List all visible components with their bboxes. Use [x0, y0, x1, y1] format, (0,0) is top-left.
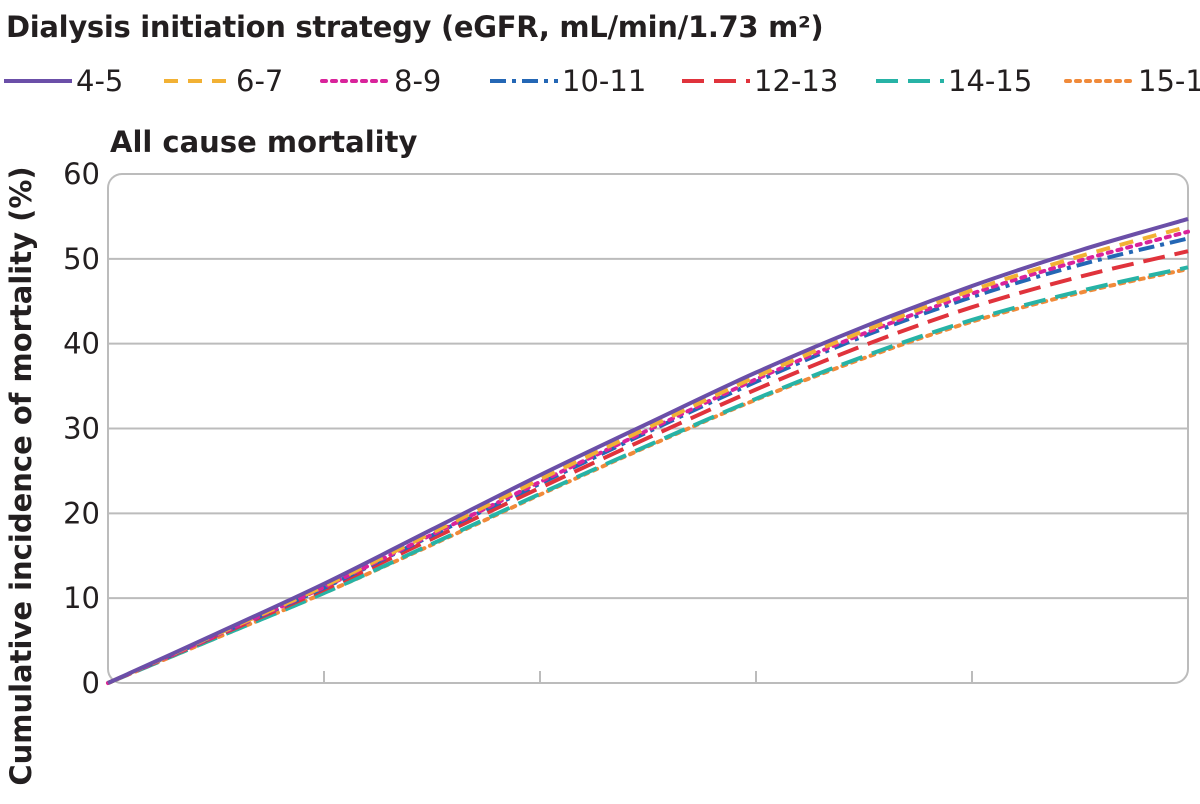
series-line-14-15: [107, 265, 1189, 685]
panel-title: All cause mortality: [110, 125, 417, 159]
y-axis-label: Cumulative incidence of mortality (%): [4, 166, 38, 785]
y-tick-label: 10: [63, 581, 100, 615]
y-tick-label: 0: [82, 666, 100, 700]
y-tick-label: 50: [63, 242, 100, 276]
series-lines: [106, 217, 1190, 685]
plot-frame: [107, 173, 1189, 684]
legend-label-12-13: 12-13: [754, 64, 838, 98]
y-tick-label: 40: [63, 327, 100, 361]
legend-label-6-7: 6-7: [236, 64, 283, 98]
series-line-12-13: [107, 249, 1189, 685]
series-line-4-5: [107, 217, 1189, 685]
legend-title: Dialysis initiation strategy (eGFR, mL/m…: [6, 10, 824, 44]
y-tick-label: 30: [63, 412, 100, 446]
legend-label-14-15: 14-15: [948, 64, 1032, 98]
legend-label-4-5: 4-5: [76, 64, 123, 98]
y-ticks: 0 10 20 30 40 50 60: [63, 157, 100, 700]
legend-label-15-16: 15-16: [1138, 64, 1200, 98]
legend-label-8-9: 8-9: [394, 64, 441, 98]
x-ticks: [323, 671, 973, 683]
legend: 4-5 6-7 8-9 10-11 12-13 14-15 15-16: [4, 64, 1200, 98]
gridlines: [108, 257, 1188, 600]
y-tick-label: 60: [63, 157, 100, 191]
legend-label-10-11: 10-11: [562, 64, 646, 98]
y-tick-label: 20: [63, 496, 100, 530]
series-line-15-16: [106, 267, 1190, 685]
